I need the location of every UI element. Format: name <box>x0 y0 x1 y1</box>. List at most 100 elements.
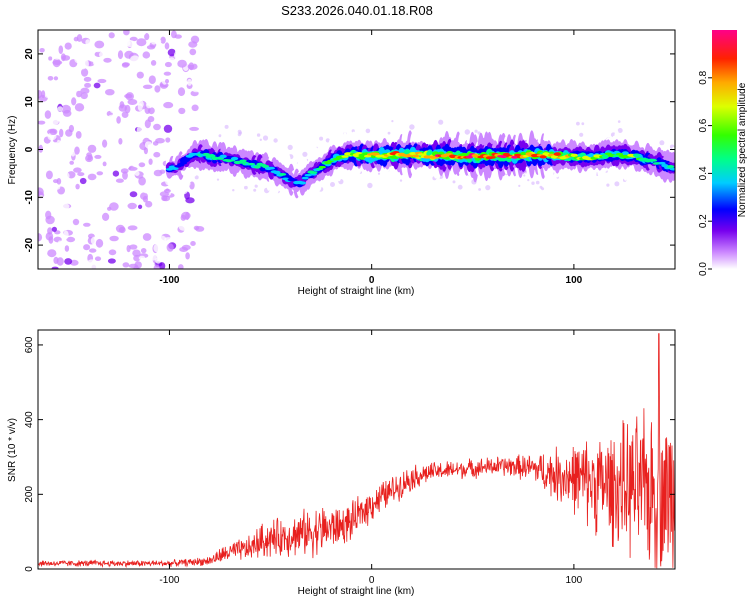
heatmap-noise-cell <box>127 99 138 105</box>
heatmap-noise-cell <box>186 219 195 228</box>
heatmap-noise-cell <box>103 57 112 63</box>
heatmap-noise-cell <box>145 77 150 84</box>
heatmap-noise-cell <box>85 39 91 46</box>
heatmap-ridge-cell <box>267 166 275 170</box>
heatmap-noise-cell <box>112 170 120 177</box>
heatmap-noise-cell <box>140 248 147 254</box>
heatmap-speckle <box>576 121 580 126</box>
heatmap-speckle <box>457 184 463 190</box>
heatmap-noise-cell <box>126 245 131 253</box>
heatmap-speckle <box>617 120 621 123</box>
heatmap-noise-cell <box>50 184 61 191</box>
heatmap-noise-cell <box>133 254 141 262</box>
heatmap-noise-cell <box>61 172 70 180</box>
heatmap-speckle <box>218 134 222 138</box>
heatmap-noise-cell <box>109 202 119 211</box>
heatmap-noise-cell <box>102 212 110 221</box>
heatmap-noise-cell <box>175 47 182 55</box>
colorbar-label: Normalized spectral amplitude <box>737 82 748 217</box>
heatmap-noise-cell <box>44 110 52 119</box>
heatmap-noise-cell <box>57 240 63 249</box>
colorbar-tick-label: 0.2 <box>698 214 709 228</box>
heatmap-noise-cell <box>112 47 121 53</box>
heatmap-noise-cell <box>80 92 88 100</box>
heatmap-noise-cell <box>99 51 107 59</box>
heatmap-noise-cell <box>111 211 118 219</box>
heatmap-noise-cell <box>47 249 57 258</box>
snr-y-label: SNR (10 * v/v) <box>7 418 18 482</box>
heatmap-noise-cell <box>164 42 170 50</box>
heatmap-noise-cell <box>121 62 129 68</box>
heatmap-noise-cell <box>42 179 49 188</box>
heatmap-noise-cell <box>164 61 172 68</box>
heatmap-noise-cell <box>189 181 195 190</box>
heatmap-noise-cell <box>159 83 169 88</box>
heatmap-noise-cell <box>84 82 92 88</box>
heatmap-noise-cell <box>181 244 191 251</box>
heatmap-speckle <box>287 144 293 150</box>
heatmap-speckle <box>478 188 481 191</box>
heatmap-noise-cell <box>142 195 148 203</box>
heatmap-speckle <box>256 133 261 137</box>
heatmap-noise-cell <box>110 181 117 188</box>
heatmap-noise-cell <box>59 128 64 138</box>
heatmap-noise-cell <box>69 160 74 165</box>
chart-title: S233.2026.040.01.18.R08 <box>281 3 433 18</box>
heatmap-noise-cell <box>137 116 146 124</box>
snr-y-ticks: 0 200 400 600 <box>24 336 675 572</box>
heatmap-noise-cell <box>137 103 143 111</box>
colorbar-tick-label: 0.6 <box>698 118 709 132</box>
heatmap-noise-cell <box>150 60 157 66</box>
heatmap-ridge-cell <box>208 154 216 158</box>
heatmap-ridge-cell <box>409 152 417 156</box>
heatmap-noise-cell <box>91 165 101 171</box>
heatmap-noise-cell <box>68 35 74 43</box>
heatmap-ridge-cell <box>650 159 658 162</box>
heatmap-ridge-cell <box>253 165 261 169</box>
heatmap-noise-cell <box>47 227 53 235</box>
heatmap-noise-cell <box>108 114 118 119</box>
heatmap-noise-cell <box>104 166 114 175</box>
heatmap-noise-cell <box>128 166 138 171</box>
heatmap-noise-cell <box>94 211 100 220</box>
heatmap-noise-cell <box>42 199 48 206</box>
heatmap-noise-cell <box>61 82 69 90</box>
heatmap-noise-cell <box>87 259 97 265</box>
snr-x-ticks: -100 0 100 <box>159 330 583 586</box>
heatmap-speckle <box>391 120 394 123</box>
heatmap-noise-cell <box>148 158 153 165</box>
heatmap-noise-cell <box>87 192 95 198</box>
heatmap-ridge-cell <box>247 162 256 166</box>
heatmap-speckle <box>399 179 403 182</box>
x-tick-label: -100 <box>159 575 179 586</box>
heatmap-noise-cell <box>38 109 41 114</box>
heatmap-noise-cell <box>107 173 113 182</box>
heatmap-speckle <box>254 184 258 188</box>
heatmap-noise-cell <box>97 102 105 110</box>
heatmap-speckle <box>614 181 620 187</box>
heatmap-noise-cell <box>123 129 133 137</box>
heatmap-ridge-cell <box>219 154 227 159</box>
heatmap-speckle <box>387 131 391 135</box>
heatmap-noise-cell <box>81 68 89 77</box>
heatmap-noise-cell <box>105 89 115 96</box>
heatmap-noise-cell <box>109 235 119 242</box>
heatmap-noise-cell <box>38 261 42 269</box>
heatmap-ridge-cell <box>290 178 298 182</box>
heatmap-noise-cell <box>153 169 163 177</box>
heatmap-noise-cell <box>108 36 114 46</box>
heatmap-noise-cell <box>107 258 116 264</box>
heatmap-ridge-cell <box>570 153 578 157</box>
heatmap-speckle <box>237 132 242 137</box>
heatmap-noise-cell <box>148 75 156 84</box>
heatmap-noise-cell <box>94 219 104 229</box>
heatmap-noise-cell <box>138 255 146 261</box>
heatmap-speckle <box>262 135 269 141</box>
heatmap-noise-cell <box>163 219 169 228</box>
heatmap-noise-cell <box>122 262 130 268</box>
snr-x-label: Height of straight line (km) <box>298 586 415 597</box>
heatmap-ridge-cell <box>279 173 287 176</box>
colorbar-tick-label: 0.4 <box>698 166 709 180</box>
x-tick-label: -100 <box>159 275 179 286</box>
heatmap-noise-cell <box>191 85 201 93</box>
